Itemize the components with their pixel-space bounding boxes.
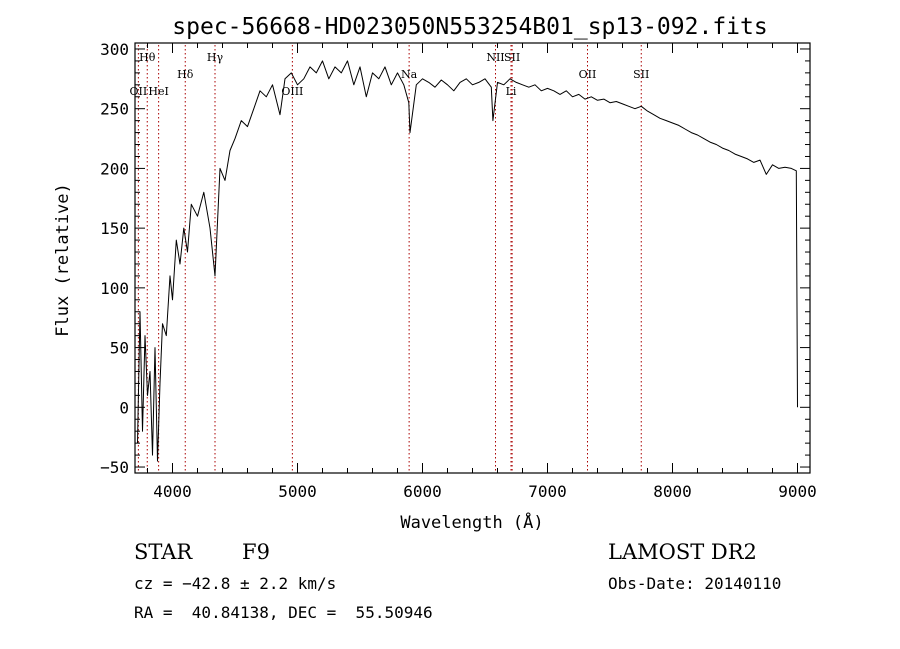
x-tick-label: 8000 (653, 482, 692, 501)
y-tick-label: 250 (100, 100, 129, 119)
line-marker-label: SII (633, 68, 649, 81)
y-tick-label: 150 (100, 219, 129, 238)
y-tick-label: 0 (119, 398, 129, 417)
redshift-text: cz = −42.8 ± 2.2 km/s (134, 574, 337, 593)
x-axis-label: Wavelength (Å) (400, 511, 543, 533)
object-class: STAR (134, 540, 193, 564)
x-tick-label: 5000 (278, 482, 317, 501)
x-tick-label: 4000 (153, 482, 192, 501)
obs-date: Obs-Date: 20140110 (608, 574, 782, 593)
line-marker-label: OIII (281, 85, 303, 98)
y-tick-label: 50 (110, 339, 129, 358)
line-marker-label: HeI (148, 85, 168, 98)
spectrum-series (137, 60, 798, 462)
line-marker-label: OII (579, 68, 597, 81)
coordinates: RA = 40.84138, DEC = 55.50946 (134, 603, 433, 622)
plot-frame (134, 42, 811, 474)
y-tick-label: 300 (100, 40, 129, 59)
x-tick-label: 6000 (403, 482, 442, 501)
y-tick-label: 200 (100, 159, 129, 178)
line-marker-label: NII (486, 51, 504, 64)
line-marker-label: Hθ (139, 51, 156, 64)
y-tick-label: 100 (100, 279, 129, 298)
spectrum-line (137, 60, 798, 462)
y-axis-label: Flux (relative) (53, 183, 73, 337)
line-marker-label: Hγ (207, 51, 224, 64)
axis-ticks: 4000 5000 6000 7000 8000 9000 −50 0 50 100 150 200 2… (100, 40, 817, 501)
x-tick-label: 9000 (778, 482, 817, 501)
line-marker-label: OII (130, 85, 148, 98)
y-tick-label: −50 (100, 458, 129, 477)
survey-name: LAMOST DR2 (608, 540, 757, 564)
line-marker-label: Na (401, 68, 418, 81)
chart-title: spec-56668-HD023050N553254B01_sp13-092.f… (172, 14, 767, 40)
x-tick-label: 7000 (528, 482, 567, 501)
line-marker-label: Hδ (177, 68, 194, 81)
object-subclass: F9 (242, 540, 270, 564)
line-marker-label: Li (506, 85, 517, 98)
line-marker-label: SII (504, 51, 520, 64)
